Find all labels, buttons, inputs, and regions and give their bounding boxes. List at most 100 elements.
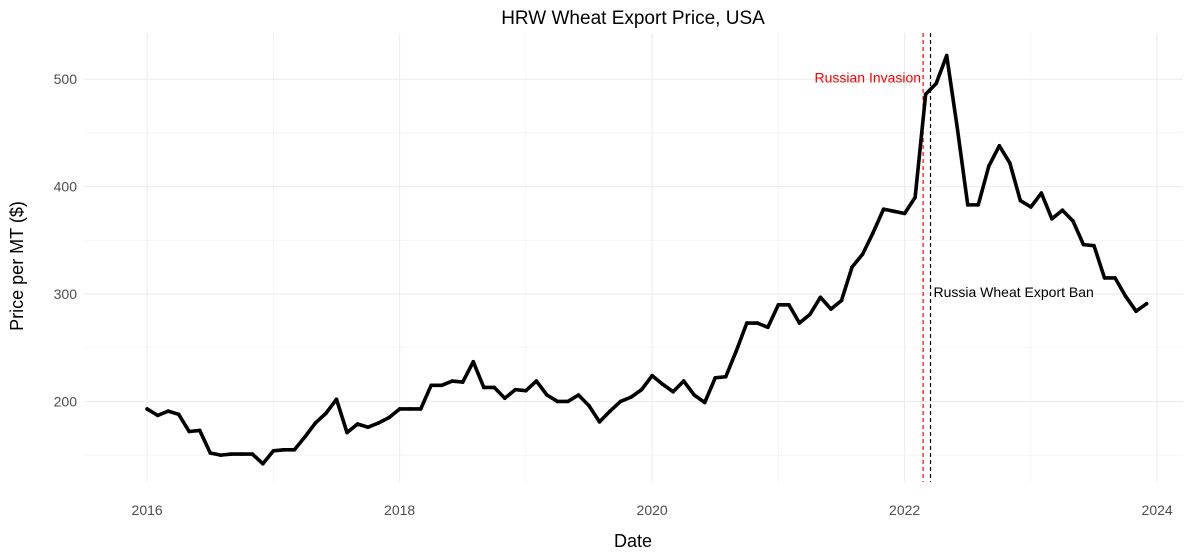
y-tick-label: 300 — [54, 286, 78, 302]
data-point — [745, 321, 749, 325]
data-point — [1050, 217, 1054, 221]
data-point — [513, 387, 518, 392]
x-tick-label: 2018 — [384, 502, 415, 518]
data-point — [324, 411, 328, 416]
x-tick-label: 2024 — [1142, 502, 1173, 518]
data-point — [892, 209, 896, 214]
data-point — [776, 302, 781, 307]
data-point — [692, 393, 697, 397]
data-point — [503, 396, 507, 401]
data-point — [755, 321, 760, 325]
data-point — [1113, 276, 1117, 280]
data-point — [629, 395, 633, 399]
data-point — [240, 452, 244, 456]
x-tick-label: 2020 — [637, 502, 668, 518]
annotation-label: Russian Invasion — [814, 69, 921, 85]
data-point — [923, 92, 928, 97]
data-point — [481, 385, 486, 390]
x-axis-title: Date — [614, 531, 652, 551]
annotation-layer: Russian Invasion Russia Wheat Export Ban — [814, 33, 1094, 482]
data-point — [1029, 205, 1033, 209]
data-point — [429, 383, 433, 388]
data-point — [576, 393, 581, 397]
data-point — [618, 399, 623, 404]
grid-layer — [84, 33, 1183, 482]
data-point — [376, 421, 381, 425]
data-point — [902, 211, 907, 216]
data-point — [408, 407, 412, 411]
data-point — [524, 388, 528, 393]
data-point — [860, 252, 865, 257]
data-point — [229, 452, 234, 456]
series-line — [145, 53, 1149, 466]
data-point — [702, 400, 707, 405]
data-point — [839, 298, 844, 303]
data-point — [1092, 243, 1096, 248]
data-point — [1081, 242, 1086, 247]
data-point — [355, 422, 360, 426]
data-point — [208, 451, 213, 455]
data-point — [555, 399, 560, 404]
data-point — [418, 407, 423, 411]
data-point — [271, 449, 276, 453]
data-point — [818, 295, 823, 300]
data-point — [829, 307, 833, 311]
y-tick-label: 400 — [54, 179, 78, 195]
data-point — [545, 393, 549, 397]
data-point — [934, 81, 938, 86]
data-point — [566, 399, 570, 404]
data-point — [1039, 191, 1044, 195]
data-point — [397, 407, 402, 411]
tick-layer: 2016 2018 2020 2022 2024 200 300 400 500 — [54, 71, 1173, 518]
data-point — [1123, 294, 1128, 298]
data-point — [450, 379, 455, 383]
data-point — [187, 429, 192, 434]
data-point — [250, 452, 255, 456]
data-point — [650, 373, 654, 378]
data-point — [145, 407, 149, 411]
data-point — [303, 435, 307, 439]
data-point — [997, 143, 1002, 148]
data-point — [734, 349, 739, 353]
annotation-label: Russia Wheat Export Ban — [934, 284, 1094, 300]
data-point — [965, 203, 970, 207]
data-point — [460, 380, 465, 384]
data-point — [1018, 198, 1023, 203]
y-axis-title: Price per MT ($) — [7, 201, 27, 331]
data-point — [681, 379, 686, 383]
data-point — [166, 409, 170, 413]
data-point — [197, 428, 202, 433]
data-point — [218, 453, 223, 457]
data-point — [723, 374, 728, 379]
series-layer — [145, 53, 1149, 466]
data-point — [597, 420, 602, 424]
data-point — [881, 207, 886, 211]
data-point — [787, 302, 791, 307]
data-point — [766, 325, 770, 330]
data-point — [471, 359, 476, 364]
data-point — [492, 385, 497, 390]
data-point — [1008, 161, 1012, 165]
data-point — [1071, 219, 1075, 223]
data-point — [608, 409, 612, 413]
data-point — [534, 379, 539, 383]
data-point — [345, 430, 349, 435]
data-point — [439, 383, 444, 388]
data-point — [913, 195, 917, 200]
y-tick-label: 200 — [54, 393, 78, 409]
data-point — [955, 125, 960, 130]
data-point — [366, 425, 370, 430]
data-point — [1060, 208, 1065, 213]
data-point — [334, 397, 339, 402]
x-tick-label: 2016 — [132, 502, 163, 518]
data-point — [261, 461, 265, 466]
data-point — [1134, 309, 1138, 314]
data-point — [944, 53, 949, 58]
data-point — [797, 321, 802, 325]
data-point — [176, 412, 181, 417]
data-point — [1102, 276, 1107, 280]
chart-title: HRW Wheat Export Price, USA — [501, 8, 765, 29]
data-point — [387, 415, 391, 420]
data-point — [587, 403, 591, 408]
